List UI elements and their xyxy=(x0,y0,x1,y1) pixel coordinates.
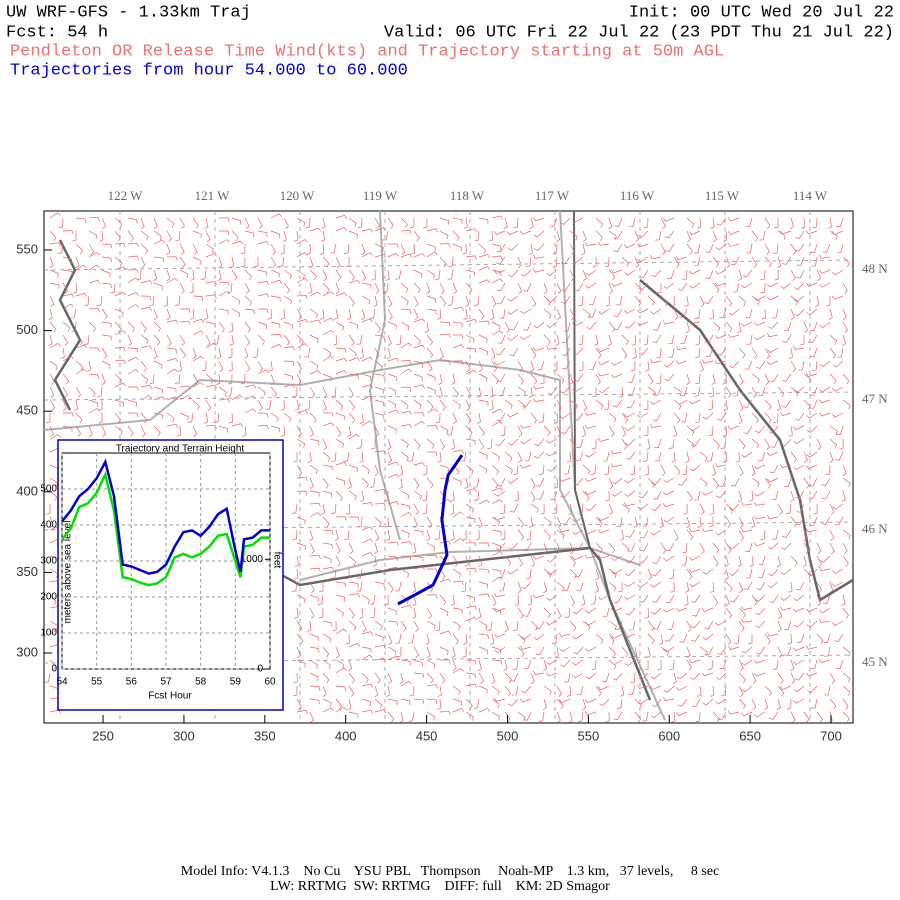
init: Init: 00 UTC Wed 20 Jul 22 xyxy=(629,3,894,22)
y-tick-label: 500 xyxy=(16,322,38,337)
trajectory xyxy=(397,454,464,606)
x-tick-label: 350 xyxy=(254,728,276,743)
inset-frame xyxy=(57,439,284,711)
lat-label: 47 N xyxy=(862,391,888,406)
x-tick-label: 400 xyxy=(335,728,357,743)
x-tick-label: 57 xyxy=(160,677,172,688)
series-line xyxy=(61,458,270,575)
lon-label: 118 W xyxy=(450,188,485,203)
coast-river xyxy=(53,239,854,701)
x-tick-label: 59 xyxy=(230,677,242,688)
y2-tick-label: 0 xyxy=(257,664,263,675)
y-tick-label: 400 xyxy=(40,520,57,531)
x-tick-label: 550 xyxy=(577,728,599,743)
lat-label: 45 N xyxy=(862,654,888,669)
x-tick-label: 700 xyxy=(820,728,842,743)
y-tick-label: 100 xyxy=(40,628,57,639)
y2-axis-label: feet xyxy=(271,552,282,569)
x-tick-label: 60 xyxy=(264,677,276,688)
title: UW WRF-GFS - 1.33km Traj xyxy=(6,3,251,22)
lat-label: 48 N xyxy=(862,261,888,276)
y2-tick-label: 1000 xyxy=(241,554,264,565)
x-tick-label: 58 xyxy=(195,677,207,688)
x-axis-label: Fcst Hour xyxy=(148,691,192,702)
lon-label: 120 W xyxy=(280,188,316,203)
fcst: Fcst: 54 h xyxy=(6,23,108,42)
y-tick-label: 200 xyxy=(40,592,57,603)
lat-label: 46 N xyxy=(862,521,888,536)
x-tick-label: 500 xyxy=(497,728,519,743)
y-tick-label: 350 xyxy=(16,564,38,579)
y-tick-label: 450 xyxy=(16,403,38,418)
x-tick-label: 55 xyxy=(91,677,103,688)
lon-label: 121 W xyxy=(195,188,231,203)
y-tick-label: 550 xyxy=(16,241,38,256)
subtitle: Pendleton OR Release Time Wind(kts) and … xyxy=(10,42,724,61)
boundary xyxy=(43,210,666,721)
lon-label: 116 W xyxy=(620,188,655,203)
lon-label: 117 W xyxy=(535,188,570,203)
y-tick-label: 300 xyxy=(40,556,57,567)
x-tick-label: 600 xyxy=(658,728,680,743)
lon-label: 122 W xyxy=(108,188,144,203)
x-tick-label: 54 xyxy=(56,677,68,688)
y-tick-label: 500 xyxy=(40,484,57,495)
traj-range: Trajectories from hour 54.000 to 60.000 xyxy=(10,61,408,80)
x-tick-label: 650 xyxy=(739,728,761,743)
x-tick-label: 56 xyxy=(126,677,138,688)
x-tick-label: 450 xyxy=(416,728,438,743)
y-tick-label: 400 xyxy=(16,483,38,498)
inset-chart: Trajectory and Terrain Height Fcst Hour … xyxy=(40,439,284,711)
lon-label: 119 W xyxy=(363,188,398,203)
lon-label: 114 W xyxy=(793,188,828,203)
valid: Valid: 06 UTC Fri 22 Jul 22 (23 PDT Thu … xyxy=(384,23,894,42)
inset-title: Trajectory and Terrain Height xyxy=(116,444,245,455)
y-tick-label: 0 xyxy=(51,664,57,675)
wind-barbs xyxy=(44,212,851,724)
lon-label: 115 W xyxy=(705,188,740,203)
footer-line: Model Info: V4.1.3 No Cu YSU PBL Thompso… xyxy=(181,864,719,879)
series-line xyxy=(61,470,270,587)
y-tick-label: 300 xyxy=(16,644,38,659)
y-axis-label: meters above sea level xyxy=(63,521,74,624)
x-tick-label: 250 xyxy=(92,728,114,743)
x-tick-label: 300 xyxy=(173,728,195,743)
footer-line: LW: RRTMG SW: RRTMG DIFF: full KM: 2D Sm… xyxy=(270,879,610,894)
state-line xyxy=(573,210,591,549)
